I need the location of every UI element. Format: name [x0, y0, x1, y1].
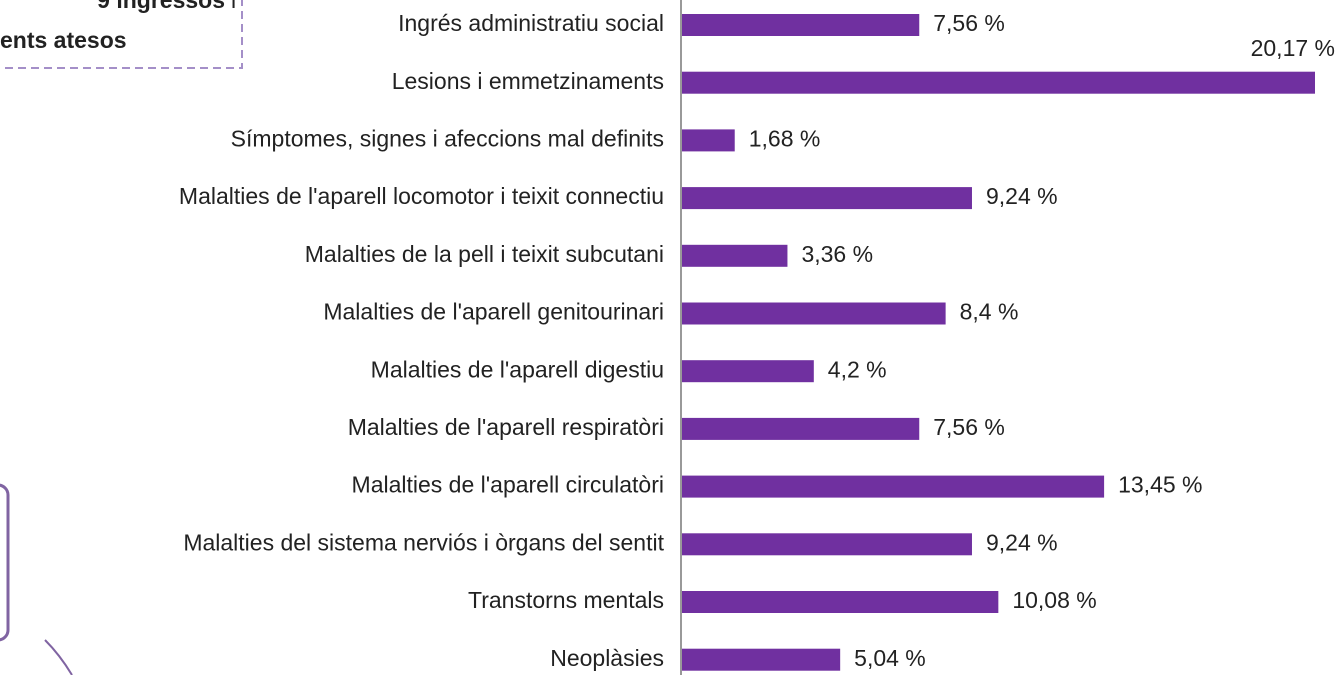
bar — [682, 302, 946, 325]
decoration — [44, 639, 73, 675]
value-label: 10,08 % — [1012, 587, 1096, 613]
category-label: Neoplàsies — [550, 645, 664, 671]
annotation-box — [0, 0, 243, 69]
category-label: Malalties de la pell i teixit subcutani — [305, 241, 664, 267]
bar — [682, 648, 841, 671]
category-label: Ingrés administratiu social — [398, 10, 664, 36]
bar — [682, 187, 972, 210]
bar — [682, 129, 735, 152]
value-label: 7,56 % — [933, 414, 1005, 440]
bar — [682, 244, 788, 267]
annotation: ents atesos — [0, 27, 127, 53]
value-label: 5,04 % — [854, 645, 926, 671]
value-label: 13,45 % — [1118, 472, 1202, 498]
value-label: 20,17 % — [1251, 35, 1335, 61]
value-label: 9,24 % — [986, 183, 1058, 209]
category-label: Malalties de l'aparell digestiu — [371, 356, 664, 382]
category-label: Malalties de l'aparell circulatòri — [352, 472, 664, 498]
category-label: Símptomes, signes i afeccions mal defini… — [231, 125, 664, 151]
value-label: 8,4 % — [960, 299, 1019, 325]
category-label: Malalties del sistema nerviós i òrgans d… — [183, 529, 664, 555]
annotation: i — [231, 0, 236, 13]
value-label: 7,56 % — [933, 10, 1005, 36]
category-label: Malalties de l'aparell genitourinari — [323, 299, 664, 325]
category-label: Malalties de l'aparell locomotor i teixi… — [179, 183, 664, 209]
value-label: 1,68 % — [749, 125, 821, 151]
value-label: 9,24 % — [986, 529, 1058, 555]
bar — [682, 71, 1315, 94]
bar — [682, 14, 920, 36]
bar — [682, 417, 920, 440]
category-label: Malalties de l'aparell respiratòri — [348, 414, 664, 440]
category-label: Lesions i emmetzinaments — [392, 68, 664, 94]
bar — [682, 533, 972, 556]
value-label: 3,36 % — [801, 241, 873, 267]
side-panel — [0, 483, 10, 642]
value-label: 4,2 % — [828, 356, 887, 382]
bar — [682, 360, 814, 383]
annotation: 9 ingressos — [97, 0, 225, 13]
bar — [682, 591, 999, 613]
category-label: Transtorns mentals — [468, 587, 664, 613]
bar — [682, 475, 1105, 498]
